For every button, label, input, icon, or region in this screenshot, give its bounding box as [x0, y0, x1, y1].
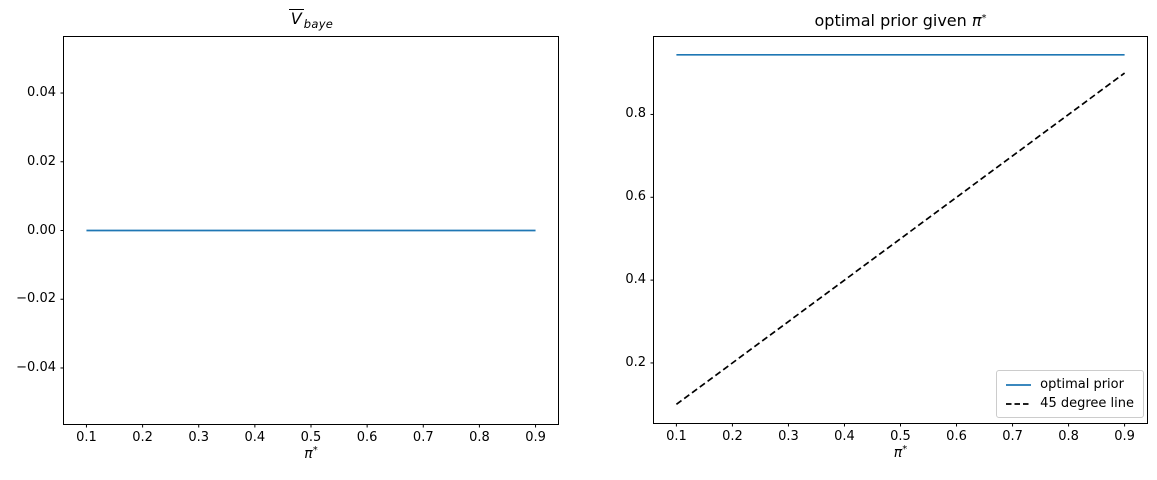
legend-item-label: optimal prior — [1040, 377, 1124, 392]
right-subplot: optimal prior given π* π* 0.1 0.2 0.3 0.4 0.… — [625, 11, 1148, 461]
vbar-symbol: V — [288, 9, 304, 28]
star-superscript: * — [981, 13, 987, 24]
y-tick-label: 0.4 — [625, 272, 646, 288]
y-tick-label: −0.02 — [16, 291, 56, 307]
star-superscript: * — [902, 444, 908, 455]
y-tick-label: 0.2 — [625, 354, 646, 370]
x-tick-label: 0.4 — [834, 429, 855, 444]
right-plot-title: optimal prior given π* — [654, 9, 1147, 33]
x-tick-label: 0.7 — [412, 430, 434, 445]
star-superscript: * — [312, 445, 318, 456]
y-tick-label: 0.02 — [27, 153, 56, 169]
x-tick-label: 0.9 — [525, 430, 546, 445]
legend-item: 45 degree line — [1005, 394, 1134, 413]
legend-item: optimal prior — [1005, 375, 1134, 394]
plot-canvas — [60, 92, 537, 428]
x-tick-label: 0.5 — [890, 429, 911, 444]
x-tick-label: 0.3 — [188, 430, 210, 445]
title-text: optimal prior given — [814, 11, 972, 30]
left-x-axis-label: π* — [64, 445, 558, 462]
x-tick-label: 0.4 — [244, 430, 266, 445]
x-tick-label: 0.6 — [356, 430, 378, 445]
x-tick-label: 0.2 — [132, 430, 153, 445]
y-tick-label: 0.00 — [27, 222, 56, 238]
x-tick-label: 0.8 — [1058, 429, 1079, 444]
pi-symbol: π — [893, 445, 903, 461]
x-tick-label: 0.1 — [666, 429, 687, 444]
y-tick-label: −0.04 — [16, 359, 56, 375]
y-tick-label: 0.8 — [625, 106, 646, 122]
x-tick-label: 0.9 — [1114, 429, 1135, 444]
x-tick-label: 0.6 — [946, 429, 967, 444]
plot-canvas — [650, 53, 1126, 427]
x-tick-label: 0.7 — [1002, 429, 1023, 444]
pi-symbol: π — [304, 446, 313, 462]
x-tick-label: 0.1 — [76, 430, 97, 445]
x-tick-label: 0.5 — [300, 430, 322, 445]
legend: optimal prior 45 degree line — [996, 370, 1144, 418]
legend-item-label: 45 degree line — [1040, 396, 1134, 411]
x-tick-label: 0.2 — [722, 429, 743, 444]
y-tick-label: 0.6 — [625, 189, 646, 205]
pi-symbol: π — [971, 11, 982, 30]
title-subscript: baye — [303, 17, 334, 31]
legend-line-sample — [1006, 402, 1032, 405]
right-x-axis-label: π* — [654, 444, 1147, 461]
x-tick-label: 0.3 — [778, 429, 799, 444]
legend-line-sample — [1006, 383, 1032, 386]
x-tick-label: 0.8 — [469, 430, 490, 445]
y-tick-label: 0.04 — [27, 85, 56, 101]
series-line-45-degree-line — [675, 72, 1126, 406]
